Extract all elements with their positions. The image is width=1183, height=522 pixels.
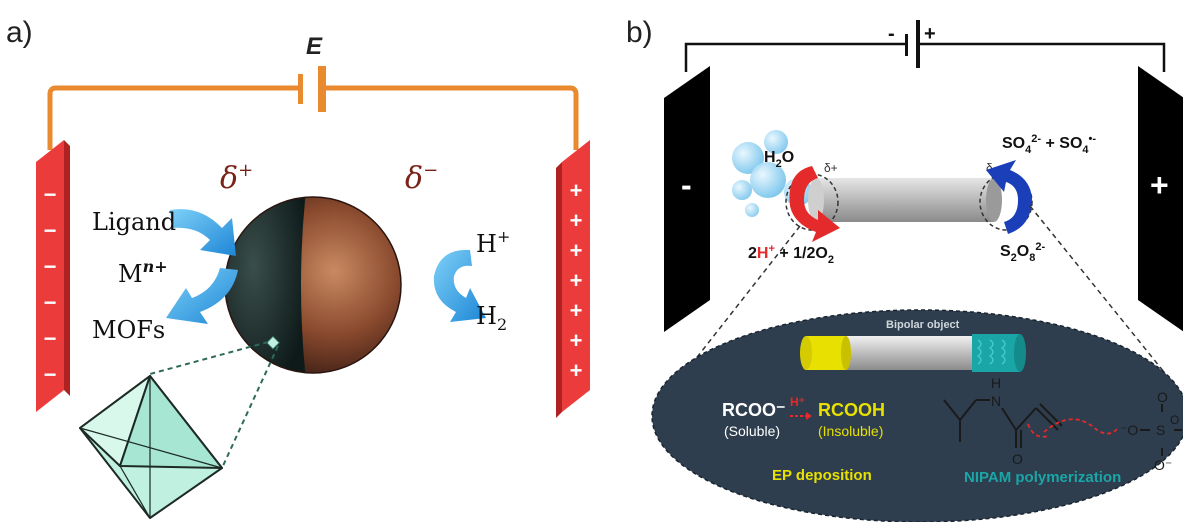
right-electrode-signs: + + + + + + +	[570, 178, 583, 383]
minus-sign: −	[44, 290, 57, 315]
nh-h: H	[991, 375, 1001, 391]
battery-minus: -	[888, 23, 895, 45]
rcooh-label: RCOOH	[818, 400, 885, 420]
left-electrode-signs: − − − − − −	[44, 182, 57, 387]
sulfate-s: S	[1156, 422, 1165, 438]
plus-sign: +	[570, 208, 583, 233]
battery-b	[905, 20, 920, 68]
circuit-wire-a	[47, 85, 579, 150]
crystal-leader-1	[149, 341, 269, 375]
minus-sign: −	[44, 218, 57, 243]
right-electrode-a	[556, 140, 590, 418]
rcoo-label: RCOO⁻	[722, 400, 786, 420]
radical-arrow	[1043, 418, 1119, 435]
proton-catalyst: H⁺	[790, 395, 805, 409]
nh-n: N	[991, 393, 1001, 409]
ligand-arrow	[166, 209, 238, 324]
left-electrode-sign: -	[681, 167, 692, 203]
minus-sign: −	[44, 182, 57, 207]
nipam-polymerization-label: NIPAM polymerization	[964, 469, 1121, 486]
plus-sign: +	[570, 358, 583, 383]
bipolar-object-label: Bipolar object	[886, 319, 960, 331]
persulfate-label: S2O82-	[1000, 241, 1045, 264]
sulfate-o-minus: ⁻O	[1120, 422, 1138, 438]
plus-sign: +	[570, 328, 583, 353]
inset-zoom: Bipolar object RCOO⁻ (Soluble) H⁺ RCOOH …	[651, 309, 1183, 522]
carbonyl-o: O	[1012, 451, 1023, 467]
panel-b-label: b)	[626, 16, 653, 49]
teal-cap	[972, 334, 1026, 372]
delta-plus-a: δ+	[220, 160, 253, 196]
left-electrode-b	[664, 66, 710, 332]
nipam-molecule	[943, 399, 1182, 456]
water-label: H2O	[764, 149, 794, 170]
hydrogen-arrow	[433, 249, 486, 322]
yellow-cap	[800, 336, 851, 370]
protonation-arrow	[790, 412, 812, 420]
sulfate-o-bottom: O⁻	[1154, 457, 1172, 473]
delta-minus-a: δ−	[405, 160, 438, 196]
ep-deposition-label: EP deposition	[772, 467, 872, 484]
metal-ion-label: Mn+	[118, 257, 168, 288]
reduction-arrow	[986, 160, 1032, 234]
right-electrode-sign: +	[1150, 167, 1169, 203]
insoluble-label: (Insoluble)	[818, 423, 883, 439]
panel-b: b) - + - + δ+ δ-	[626, 16, 1183, 522]
delta-minus-b: δ-	[986, 161, 997, 175]
octahedron-crystal	[79, 375, 223, 519]
ligand-label: Ligand	[92, 208, 176, 236]
voltage-label: E	[306, 33, 323, 60]
panel-a: a) E − − − − − − + + + + + + + δ+ δ−	[6, 16, 590, 519]
battery-plus: +	[924, 23, 936, 45]
right-electrode-b	[1138, 66, 1183, 332]
crystal-leader-2	[221, 345, 279, 469]
sulfate-products: SO42- + SO4•-	[1002, 133, 1096, 156]
plus-sign: +	[570, 178, 583, 203]
oxidation-arrow	[789, 166, 840, 242]
bipolar-rod	[785, 173, 1033, 231]
sulfate-o-top: O	[1157, 389, 1168, 405]
circuit-wire-b	[684, 42, 1166, 72]
minus-sign: −	[44, 326, 57, 351]
h2-label: H2	[476, 302, 507, 334]
plus-sign: +	[570, 268, 583, 293]
minus-sign: −	[44, 254, 57, 279]
radical-arrow-2	[1027, 423, 1049, 438]
inset-leader-left	[675, 225, 801, 385]
soluble-label: (Soluble)	[724, 423, 780, 439]
janus-sphere	[224, 196, 402, 374]
inset-rod-body	[842, 336, 978, 370]
sulfate-o-right: O	[1170, 413, 1179, 427]
mofs-label: MOFs	[92, 316, 165, 344]
panel-a-label: a)	[6, 16, 33, 49]
proton-label: H+	[476, 227, 510, 258]
plus-sign: +	[570, 238, 583, 263]
battery-a	[298, 66, 326, 112]
minus-sign: −	[44, 362, 57, 387]
oxidation-products: 2H+ + 1/2O2	[748, 243, 834, 266]
delta-plus-b: δ+	[824, 161, 838, 175]
plus-sign: +	[570, 298, 583, 323]
left-electrode-a	[36, 140, 70, 412]
